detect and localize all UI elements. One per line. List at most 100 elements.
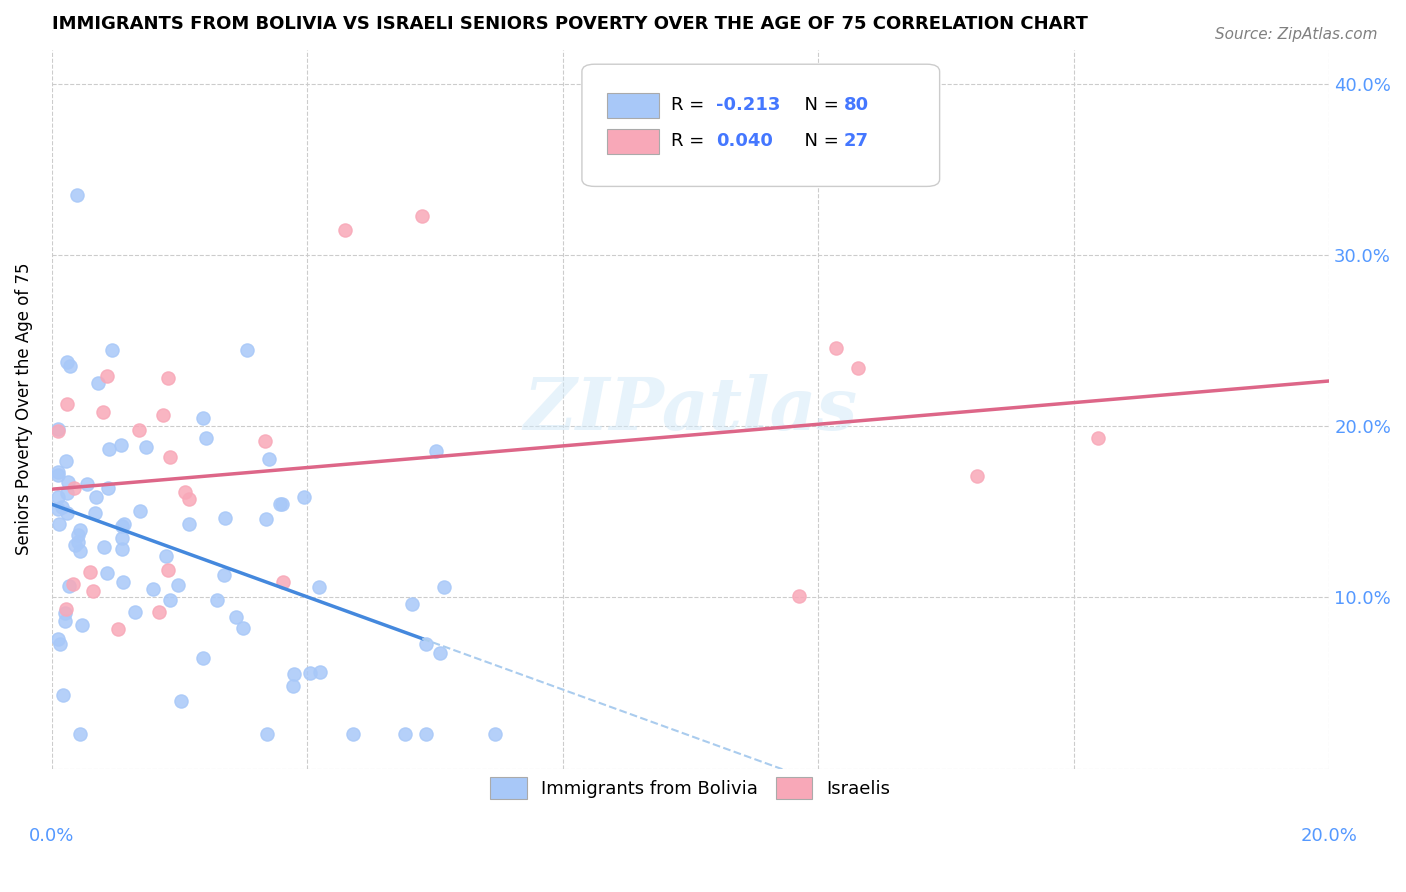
Immigrants from Bolivia bbox=[167, 578, 190, 592]
Immigrants from Bolivia bbox=[271, 497, 294, 511]
Immigrants from Bolivia bbox=[124, 605, 146, 619]
Immigrants from Bolivia bbox=[155, 549, 177, 564]
Immigrants from Bolivia bbox=[484, 727, 506, 741]
Immigrants from Bolivia bbox=[256, 727, 278, 741]
Immigrants from Bolivia bbox=[84, 490, 107, 504]
Immigrants from Bolivia bbox=[236, 343, 259, 357]
Immigrants from Bolivia bbox=[135, 440, 157, 454]
FancyBboxPatch shape bbox=[582, 64, 939, 186]
Immigrants from Bolivia bbox=[46, 632, 69, 647]
Immigrants from Bolivia bbox=[283, 679, 305, 693]
Israelis bbox=[62, 577, 84, 591]
Immigrants from Bolivia bbox=[46, 490, 69, 504]
Israelis bbox=[271, 574, 294, 589]
Israelis bbox=[159, 450, 181, 464]
Immigrants from Bolivia bbox=[193, 650, 215, 665]
Israelis bbox=[333, 223, 356, 237]
Israelis bbox=[1087, 432, 1109, 446]
Immigrants from Bolivia bbox=[46, 465, 69, 479]
Immigrants from Bolivia bbox=[232, 621, 254, 635]
Immigrants from Bolivia bbox=[112, 575, 135, 590]
Immigrants from Bolivia bbox=[87, 376, 110, 390]
Text: 20.0%: 20.0% bbox=[1301, 827, 1358, 845]
Immigrants from Bolivia bbox=[292, 490, 315, 504]
Immigrants from Bolivia bbox=[110, 518, 132, 533]
Immigrants from Bolivia bbox=[425, 444, 447, 458]
Immigrants from Bolivia bbox=[69, 727, 91, 741]
Immigrants from Bolivia bbox=[97, 481, 120, 495]
Immigrants from Bolivia bbox=[111, 541, 134, 556]
Israelis bbox=[966, 469, 988, 483]
Immigrants from Bolivia bbox=[129, 504, 152, 518]
Immigrants from Bolivia bbox=[96, 566, 118, 580]
Israelis bbox=[177, 492, 200, 507]
Israelis bbox=[411, 209, 433, 223]
Text: ZIPatlas: ZIPatlas bbox=[523, 374, 858, 445]
Israelis bbox=[156, 563, 179, 577]
Immigrants from Bolivia bbox=[48, 637, 70, 651]
Text: R =: R = bbox=[671, 96, 710, 114]
Immigrants from Bolivia bbox=[76, 476, 98, 491]
Israelis bbox=[96, 368, 118, 383]
Text: Source: ZipAtlas.com: Source: ZipAtlas.com bbox=[1215, 27, 1378, 42]
Immigrants from Bolivia bbox=[101, 343, 124, 358]
Immigrants from Bolivia bbox=[254, 512, 277, 526]
Immigrants from Bolivia bbox=[401, 597, 423, 611]
Text: N =: N = bbox=[793, 96, 844, 114]
Immigrants from Bolivia bbox=[51, 500, 73, 514]
Israelis bbox=[846, 361, 869, 376]
Israelis bbox=[91, 405, 114, 419]
Immigrants from Bolivia bbox=[415, 727, 437, 741]
Immigrants from Bolivia bbox=[170, 694, 193, 708]
Immigrants from Bolivia bbox=[225, 610, 247, 624]
Legend: Immigrants from Bolivia, Israelis: Immigrants from Bolivia, Israelis bbox=[484, 770, 898, 806]
Immigrants from Bolivia bbox=[269, 497, 291, 511]
Israelis bbox=[107, 622, 129, 636]
Immigrants from Bolivia bbox=[214, 568, 236, 582]
Immigrants from Bolivia bbox=[53, 614, 76, 628]
Israelis bbox=[824, 341, 846, 355]
Israelis bbox=[79, 565, 101, 579]
Israelis bbox=[148, 605, 170, 619]
Y-axis label: Seniors Poverty Over the Age of 75: Seniors Poverty Over the Age of 75 bbox=[15, 263, 32, 556]
Israelis bbox=[46, 424, 69, 438]
Text: -0.213: -0.213 bbox=[716, 96, 780, 114]
Immigrants from Bolivia bbox=[257, 451, 280, 466]
Immigrants from Bolivia bbox=[67, 527, 90, 541]
Immigrants from Bolivia bbox=[48, 517, 70, 532]
Israelis bbox=[62, 482, 84, 496]
Immigrants from Bolivia bbox=[159, 592, 181, 607]
Immigrants from Bolivia bbox=[58, 579, 80, 593]
Immigrants from Bolivia bbox=[429, 646, 451, 660]
Immigrants from Bolivia bbox=[56, 355, 79, 369]
Immigrants from Bolivia bbox=[46, 422, 69, 436]
Text: N =: N = bbox=[793, 132, 844, 150]
Immigrants from Bolivia bbox=[46, 467, 69, 482]
Immigrants from Bolivia bbox=[283, 667, 305, 681]
Immigrants from Bolivia bbox=[308, 580, 330, 594]
Israelis bbox=[55, 602, 77, 616]
Israelis bbox=[254, 434, 277, 449]
Immigrants from Bolivia bbox=[53, 606, 76, 620]
FancyBboxPatch shape bbox=[607, 93, 658, 118]
Immigrants from Bolivia bbox=[84, 506, 107, 520]
Immigrants from Bolivia bbox=[46, 502, 69, 516]
Text: R =: R = bbox=[671, 132, 710, 150]
Text: 27: 27 bbox=[844, 132, 869, 150]
Israelis bbox=[128, 423, 150, 437]
Immigrants from Bolivia bbox=[110, 438, 132, 452]
Immigrants from Bolivia bbox=[177, 517, 200, 532]
Immigrants from Bolivia bbox=[112, 516, 135, 531]
Immigrants from Bolivia bbox=[415, 637, 437, 651]
Immigrants from Bolivia bbox=[309, 665, 332, 679]
FancyBboxPatch shape bbox=[607, 129, 658, 154]
Israelis bbox=[173, 485, 195, 500]
Immigrants from Bolivia bbox=[69, 544, 91, 558]
Immigrants from Bolivia bbox=[191, 411, 214, 425]
Immigrants from Bolivia bbox=[205, 593, 228, 607]
Immigrants from Bolivia bbox=[194, 431, 217, 445]
Israelis bbox=[787, 589, 810, 603]
Immigrants from Bolivia bbox=[52, 688, 75, 702]
Immigrants from Bolivia bbox=[111, 532, 134, 546]
Text: 0.040: 0.040 bbox=[716, 132, 773, 150]
